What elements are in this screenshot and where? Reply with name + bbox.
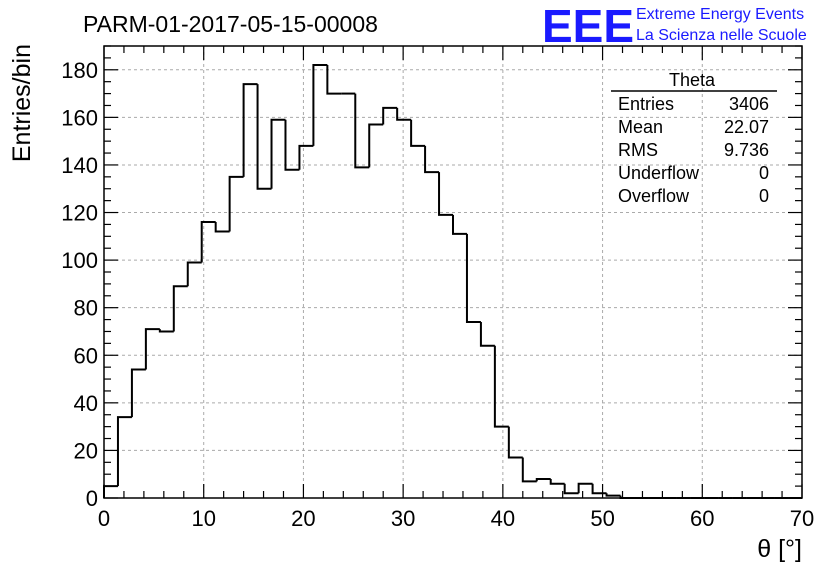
histogram-bin	[605, 493, 621, 497]
histogram-bin	[158, 329, 174, 333]
stats-row-value: 3406	[729, 94, 769, 114]
histogram-bin	[493, 345, 509, 428]
logo-mark: EEE	[542, 0, 634, 52]
histogram-bin	[354, 93, 370, 169]
histogram-bin	[172, 285, 188, 332]
histogram-bin	[298, 144, 314, 170]
y-tick-label: 120	[61, 201, 98, 226]
histogram-bin	[577, 482, 593, 494]
histogram-bin	[424, 145, 440, 174]
histogram-bin	[382, 106, 398, 125]
y-tick-label: 0	[86, 486, 98, 511]
x-tick-label: 0	[98, 506, 110, 531]
y-tick-label: 100	[61, 248, 98, 273]
y-axis-title: Entries/bin	[8, 44, 36, 162]
x-axis-title: θ [°]	[757, 535, 802, 563]
x-tick-label: 20	[291, 506, 315, 531]
x-tick-label: 30	[391, 506, 415, 531]
histogram-bin	[549, 478, 565, 485]
x-tick-label: 70	[790, 506, 814, 531]
stats-box: Theta Entries 3406 Mean 22.07 RMS 9.736 Underfl…	[611, 70, 777, 206]
eee-logo: EEE Extreme Energy Events La Scienza nel…	[542, 0, 807, 52]
stats-box-title: Theta	[669, 70, 716, 90]
histogram-bin	[396, 107, 412, 121]
histogram-bin	[521, 457, 537, 483]
histogram-bin	[200, 221, 216, 263]
logo-line-1: Extreme Energy Events	[636, 6, 804, 23]
stats-row-label: Mean	[618, 117, 663, 137]
histogram-bin	[368, 123, 384, 168]
histogram-bin	[256, 84, 272, 190]
histogram-bin	[312, 64, 328, 146]
histogram-bin	[284, 119, 300, 171]
stats-row-label: Entries	[618, 94, 674, 114]
histogram-bars	[103, 64, 802, 499]
grid	[104, 46, 802, 498]
stats-row-value: 22.07	[724, 117, 769, 137]
histogram-bin	[186, 261, 202, 287]
histogram-bin	[535, 477, 551, 482]
axes: 0 10 20 30 40 50 60 70 0 20 40 60 80 100 120 140 160 180	[61, 45, 814, 531]
x-tick-label: 10	[191, 506, 215, 531]
y-tick-label: 80	[74, 296, 98, 321]
x-tick-label: 40	[491, 506, 515, 531]
x-tick-label: 50	[590, 506, 614, 531]
histogram-bin	[103, 485, 118, 498]
histogram-bin	[228, 175, 244, 232]
chart-title: PARM-01-2017-05-15-00008	[83, 11, 378, 37]
histogram-bin	[479, 321, 495, 347]
histogram-bin	[326, 65, 342, 95]
histogram-bin	[144, 328, 160, 370]
histogram-bin	[452, 214, 467, 235]
stats-row-label: RMS	[618, 140, 658, 160]
stats-row-label: Underflow	[618, 163, 700, 183]
histogram-bin	[410, 119, 426, 147]
stats-row-value: 9.736	[724, 140, 769, 160]
histogram-bin	[563, 483, 579, 495]
logo-line-2: La Scienza nelle Scuole	[636, 27, 807, 44]
histogram-bin	[116, 416, 132, 487]
histogram-bin	[591, 483, 607, 495]
histogram-bin	[507, 426, 523, 459]
histogram-bin	[130, 368, 146, 418]
stats-row-label: Overflow	[618, 186, 690, 206]
histogram-bin	[438, 172, 453, 216]
plot-frame	[103, 45, 803, 499]
histogram-bin	[242, 83, 258, 177]
histogram-bin	[270, 118, 286, 189]
histogram-bin	[214, 222, 230, 233]
y-tick-label: 140	[61, 153, 98, 178]
y-tick-label: 180	[61, 58, 98, 83]
y-tick-label: 20	[74, 438, 98, 463]
y-tick-label: 40	[74, 391, 98, 416]
stats-row-value: 0	[759, 186, 769, 206]
stats-row-value: 0	[759, 163, 769, 183]
y-tick-label: 160	[61, 105, 98, 130]
x-tick-label: 60	[690, 506, 714, 531]
y-tick-label: 60	[74, 343, 98, 368]
histogram-bin	[465, 233, 481, 323]
